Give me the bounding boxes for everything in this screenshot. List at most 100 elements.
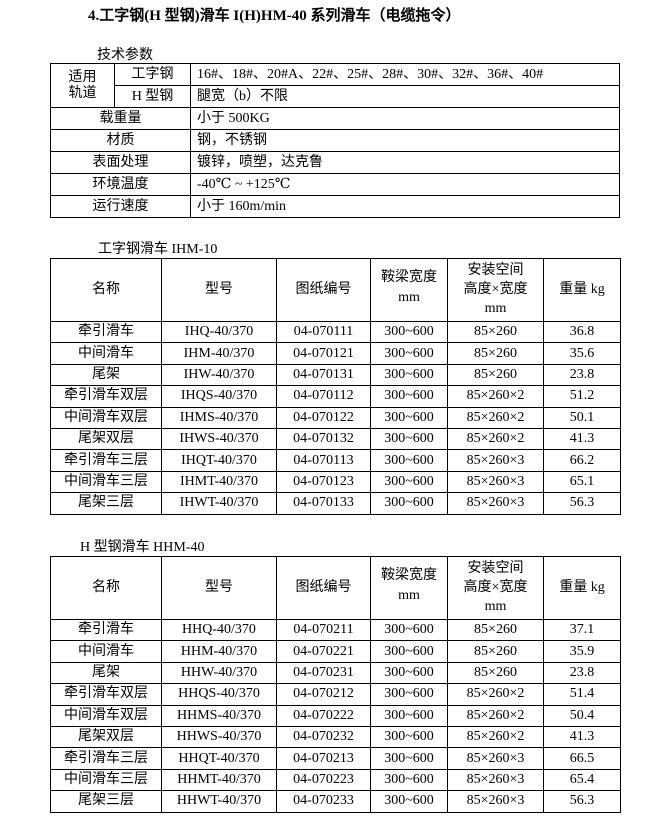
table-row: 中间滑车 IHM-40/370 04-070121 300~600 85×260 35.6 — [50, 342, 621, 365]
spec-value: 腿宽（b）不限 — [190, 85, 620, 108]
table-cell: HHW-40/370 — [161, 661, 277, 685]
table-cell: HHMT-40/370 — [161, 768, 277, 792]
table-cell: 56.3 — [543, 492, 621, 515]
table-cell: 66.5 — [543, 747, 621, 770]
table-row: 尾架 IHW-40/370 04-070131 300~600 85×260 23.8 — [50, 363, 621, 387]
table-cell: 85×260×2 — [447, 683, 544, 706]
header-row: 名称 型号 图纸编号 鞍梁宽度 mm 安装空间 高度×宽度 mm 重量 kg — [50, 258, 621, 322]
table-cell: 300~600 — [370, 768, 448, 792]
table-cell: 300~600 — [370, 449, 448, 472]
table-cell: 04-070223 — [276, 768, 371, 792]
spec-row: H 型钢 腿宽（b）不限 — [51, 85, 620, 108]
table-cell: 85×260×3 — [447, 790, 544, 813]
table-cell: 04-070111 — [276, 320, 371, 344]
header-name: 名称 — [50, 556, 162, 620]
header-drawing: 图纸编号 — [276, 258, 371, 322]
table-cell: 51.4 — [543, 683, 621, 706]
table-cell: 36.8 — [543, 320, 621, 344]
table-row: 尾架双层 IHWS-40/370 04-070132 300~600 85×260×2 4… — [50, 427, 621, 451]
table-row: 中间滑车三层 HHMT-40/370 04-070223 300~600 85×260×… — [50, 768, 621, 792]
table-cell: 中间滑车三层 — [50, 768, 162, 792]
table-cell: 85×260×2 — [447, 704, 544, 727]
table-cell: 65.4 — [543, 768, 621, 792]
table-cell: 50.1 — [543, 406, 621, 429]
table-cell: 尾架 — [50, 661, 162, 685]
table-cell: 85×260×2 — [447, 385, 544, 408]
spec-caption: 技术参数 — [97, 48, 153, 63]
table-cell: 85×260 — [447, 320, 544, 344]
table-cell: 中间滑车 — [50, 640, 162, 663]
table-cell: 300~600 — [370, 320, 448, 344]
table-cell: HHQT-40/370 — [161, 747, 277, 770]
spec-label: 工字钢 — [114, 63, 191, 86]
table-cell: IHQ-40/370 — [161, 320, 277, 344]
spec-value: 小于 500KG — [190, 107, 620, 130]
table-cell: 04-070221 — [276, 640, 371, 663]
table-cell: 中间滑车三层 — [50, 470, 162, 494]
table-cell: 23.8 — [543, 661, 621, 685]
table-cell: 85×260 — [447, 618, 544, 642]
table-cell: 尾架三层 — [50, 790, 162, 813]
table-row: 中间滑车 HHM-40/370 04-070221 300~600 85×260 35.9 — [50, 640, 621, 663]
header-weight: 重量 kg — [543, 556, 621, 620]
table-cell: 中间滑车双层 — [50, 704, 162, 727]
spec-value: 小于 160m/min — [190, 195, 620, 218]
table-cell: 04-070112 — [276, 385, 371, 408]
table-cell: 35.9 — [543, 640, 621, 663]
table-row: 尾架 HHW-40/370 04-070231 300~600 85×260 23.8 — [50, 661, 621, 685]
table-cell: 300~600 — [370, 492, 448, 515]
table-row: 尾架三层 HHWT-40/370 04-070233 300~600 85×260×3 5… — [50, 790, 621, 813]
table-cell: 04-070131 — [276, 363, 371, 387]
table-cell: 66.2 — [543, 449, 621, 472]
spec-label: 载重量 — [50, 107, 191, 130]
table-cell: 04-070232 — [276, 725, 371, 749]
header-name: 名称 — [50, 258, 162, 322]
table-cell: HHWT-40/370 — [161, 790, 277, 813]
hhm-table-caption: H 型钢滑车 HHM-40 — [80, 540, 205, 555]
table-cell: 85×260 — [447, 661, 544, 685]
table-cell: IHWS-40/370 — [161, 427, 277, 451]
header-row: 名称 型号 图纸编号 鞍梁宽度 mm 安装空间 高度×宽度 mm 重量 kg — [50, 556, 621, 620]
table-row: 牵引滑车双层 IHQS-40/370 04-070112 300~600 85×260×… — [50, 385, 621, 408]
table-cell: 85×260×2 — [447, 427, 544, 451]
table-row: 中间滑车双层 IHMS-40/370 04-070122 300~600 85×260×… — [50, 406, 621, 429]
spec-table: 适用 轨道 工字钢 16#、18#、20#A、22#、25#、28#、30#、32… — [50, 63, 620, 218]
table-row: 中间滑车三层 IHMT-40/370 04-070123 300~600 85×260×… — [50, 470, 621, 494]
ihm-table-caption: 工字钢滑车 IHM-10 — [98, 242, 218, 257]
table-cell: HHQ-40/370 — [161, 618, 277, 642]
table-row: 尾架双层 HHWS-40/370 04-070232 300~600 85×260×2 4… — [50, 725, 621, 749]
table-cell: 300~600 — [370, 363, 448, 387]
table-cell: HHQS-40/370 — [161, 683, 277, 706]
spec-row: 表面处理 镀锌，喷塑，达克鲁 — [50, 151, 620, 174]
spec-row: 载重量 小于 500KG — [50, 107, 620, 130]
spec-label: 环境温度 — [50, 173, 191, 196]
table-cell: 300~600 — [370, 661, 448, 685]
table-row: 牵引滑车三层 IHQT-40/370 04-070113 300~600 85×260×… — [50, 449, 621, 472]
hhm-table: 名称 型号 图纸编号 鞍梁宽度 mm 安装空间 高度×宽度 mm 重量 kg 牵引滑车 HHQ-40… — [50, 556, 621, 813]
table-cell: 04-070222 — [276, 704, 371, 727]
table-cell: 23.8 — [543, 363, 621, 387]
ihm-table: 名称 型号 图纸编号 鞍梁宽度 mm 安装空间 高度×宽度 mm 重量 kg 牵引滑车 IHQ-40… — [50, 258, 621, 515]
spec-label: 运行速度 — [50, 195, 191, 218]
table-cell: 85×260 — [447, 342, 544, 365]
header-model: 型号 — [161, 556, 277, 620]
spec-value: -40℃ ~ +125℃ — [190, 173, 620, 196]
spec-value: 钢，不锈钢 — [190, 129, 620, 152]
table-cell: 85×260×2 — [447, 406, 544, 429]
table-cell: IHQT-40/370 — [161, 449, 277, 472]
table-cell: IHMT-40/370 — [161, 470, 277, 494]
table-cell: 中间滑车 — [50, 342, 162, 365]
table-cell: 50.4 — [543, 704, 621, 727]
table-cell: HHWS-40/370 — [161, 725, 277, 749]
table-cell: IHW-40/370 — [161, 363, 277, 387]
table-cell: 300~600 — [370, 618, 448, 642]
table-cell: 65.1 — [543, 470, 621, 494]
table-cell: 04-070211 — [276, 618, 371, 642]
table-cell: IHWT-40/370 — [161, 492, 277, 515]
table-cell: IHMS-40/370 — [161, 406, 277, 429]
table-cell: 85×260×3 — [447, 492, 544, 515]
table-cell: 41.3 — [543, 725, 621, 749]
table-row: 牵引滑车双层 HHQS-40/370 04-070212 300~600 85×260×… — [50, 683, 621, 706]
table-row: 牵引滑车三层 HHQT-40/370 04-070213 300~600 85×260×… — [50, 747, 621, 770]
table-cell: 300~600 — [370, 747, 448, 770]
